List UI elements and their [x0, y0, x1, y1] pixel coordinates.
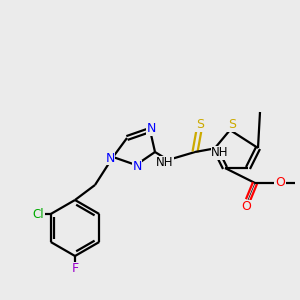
Text: N: N [146, 122, 156, 136]
Text: F: F [71, 262, 79, 275]
Text: NH: NH [156, 157, 174, 169]
Text: S: S [228, 118, 236, 131]
Text: O: O [275, 176, 285, 188]
Text: S: S [196, 118, 204, 131]
Text: N: N [132, 160, 142, 173]
Text: N: N [105, 152, 115, 164]
Text: O: O [241, 200, 251, 214]
Text: NH: NH [211, 146, 229, 160]
Text: Cl: Cl [32, 208, 44, 220]
